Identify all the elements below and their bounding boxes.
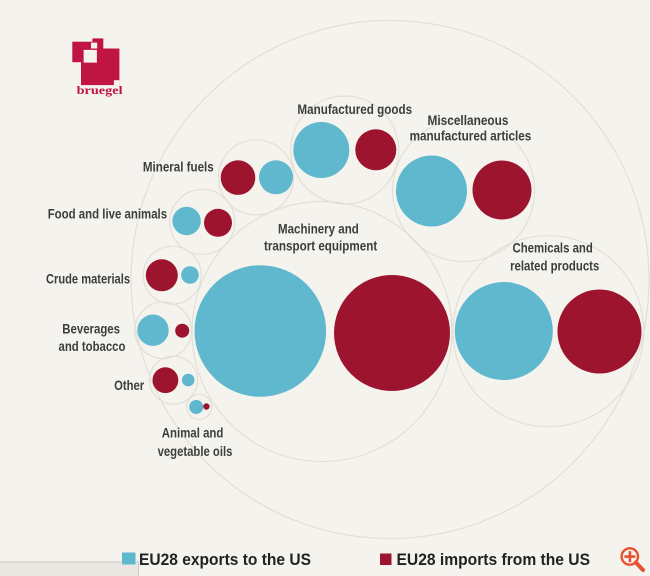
svg-text:Mineral fuels: Mineral fuels: [143, 160, 214, 175]
svg-text:related products: related products: [510, 258, 599, 273]
svg-text:Chemicals and: Chemicals and: [513, 240, 593, 255]
svg-text:Food and live animals: Food and live animals: [48, 206, 167, 221]
svg-text:EU28 imports from the US: EU28 imports from the US: [397, 550, 591, 569]
svg-text:vegetable oils: vegetable oils: [158, 444, 233, 459]
svg-text:Manufactured goods: Manufactured goods: [297, 102, 412, 117]
svg-text:Miscellaneous: Miscellaneous: [428, 113, 509, 128]
svg-text:transport equipment: transport equipment: [264, 239, 378, 254]
svg-text:Other: Other: [114, 378, 145, 393]
svg-text:Machinery and: Machinery and: [278, 221, 359, 236]
svg-text:and tobacco: and tobacco: [59, 339, 126, 354]
svg-text:Beverages: Beverages: [62, 322, 120, 337]
svg-text:EU28 exports to the US: EU28 exports to the US: [139, 550, 311, 569]
svg-text:Crude materials: Crude materials: [46, 272, 130, 287]
svg-text:bruegel: bruegel: [77, 83, 124, 97]
svg-text:manufactured articles: manufactured articles: [410, 129, 532, 144]
svg-text:Animal and: Animal and: [162, 426, 224, 441]
